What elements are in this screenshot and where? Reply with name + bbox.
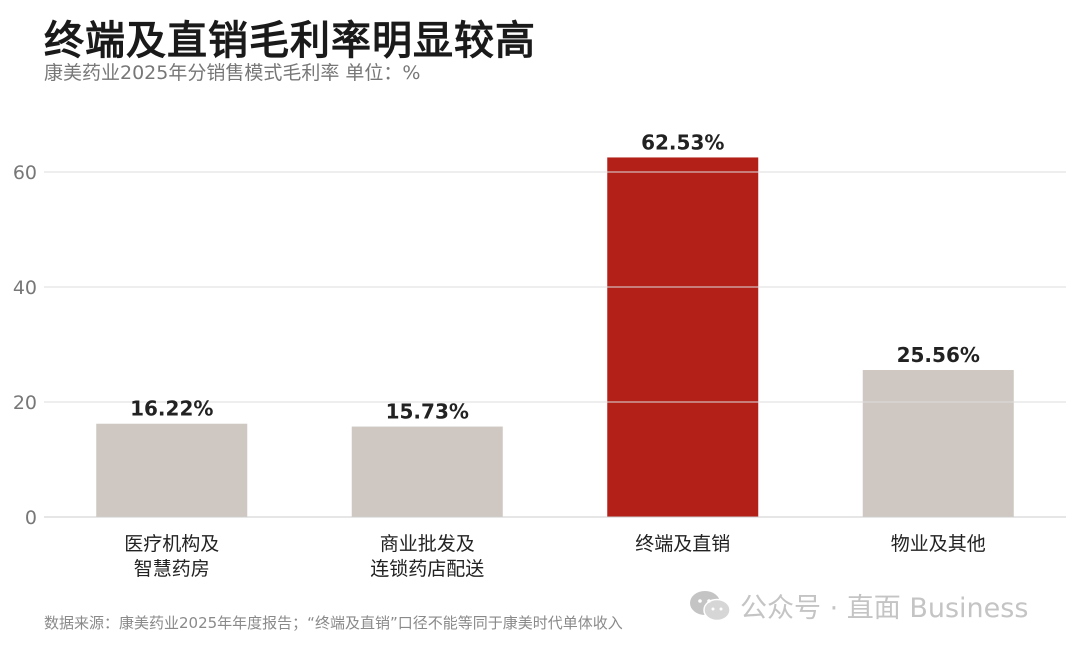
bar-3 [862, 370, 1014, 517]
wechat-icon [690, 590, 731, 621]
category-label-3-0: 物业及其他 [891, 533, 986, 555]
category-label-2-0: 终端及直销 [635, 533, 730, 555]
data-label-0: 16.22% [130, 397, 213, 421]
watermark-text: 公众号 · 直面 Business [740, 593, 1029, 624]
bar-1 [351, 426, 503, 517]
bar-0 [96, 423, 248, 517]
category-label-1-1: 连锁药店配送 [370, 558, 484, 580]
data-label-2: 62.53% [641, 130, 724, 154]
bar-2 [607, 157, 759, 517]
chart-subtitle: 康美药业2025年分销售模式毛利率 单位：% [44, 62, 421, 84]
y-tick-label-60: 60 [13, 162, 37, 184]
chart-title: 终端及直销毛利率明显较高 [44, 18, 536, 64]
category-label-0-0: 医疗机构及 [124, 533, 219, 555]
data-label-1: 15.73% [386, 400, 469, 424]
y-tick-label-0: 0 [25, 507, 37, 529]
y-tick-label-40: 40 [13, 277, 37, 299]
data-label-3: 25.56% [897, 343, 980, 367]
watermark: 公众号 · 直面 Business [688, 586, 1028, 625]
y-tick-label-20: 20 [13, 392, 37, 414]
category-label-0-1: 智慧药房 [134, 558, 210, 580]
data-source-note: 数据来源：康美药业2025年年度报告；“终端及直销”口径不能等同于康美时代单体收… [44, 614, 623, 632]
category-label-1-0: 商业批发及 [380, 533, 475, 555]
